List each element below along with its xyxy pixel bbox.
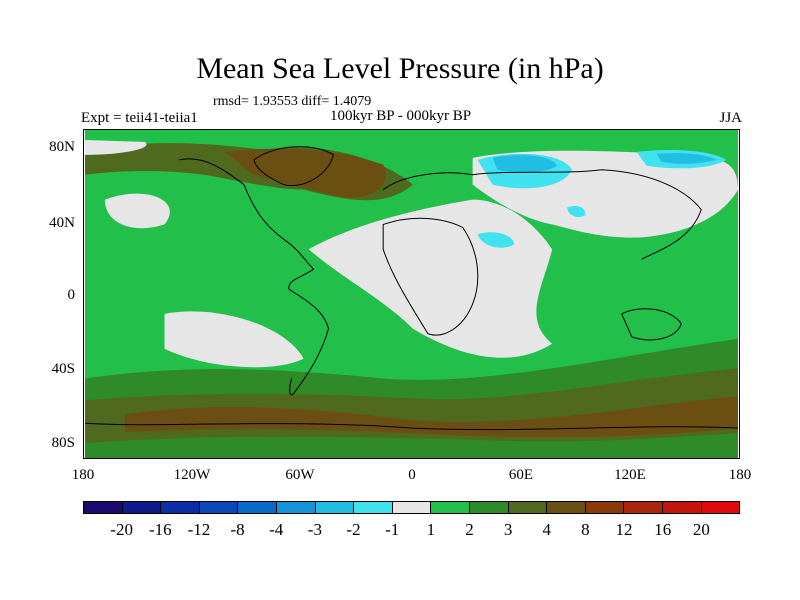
period-label: 100kyr BP - 000kyr BP [330, 108, 472, 124]
colorbar-label: -3 [307, 520, 322, 539]
colorbar [83, 501, 740, 514]
coastlines [84, 146, 739, 431]
colorbar-label: 20 [692, 520, 710, 539]
stats-label: rmsd= 1.93553 diff= 1.4079 [213, 94, 372, 109]
map-title: Mean Sea Level Pressure (in hPa) [196, 52, 604, 85]
colorbar-swatch [276, 502, 316, 513]
colorbar-label: -1 [385, 520, 400, 539]
colorbar-swatch [431, 502, 470, 513]
colorbar-swatch [701, 502, 740, 513]
colorbar-swatch [315, 502, 355, 513]
colorbar-label: 16 [654, 520, 672, 539]
lon-label-180w: 180 [71, 467, 95, 483]
colorbar-swatch [585, 502, 625, 513]
map-frame [83, 129, 740, 459]
colorbar-swatch [624, 502, 663, 513]
colorbar-swatch [547, 502, 586, 513]
coast-antarctica [84, 422, 739, 431]
lon-label-0: 0 [408, 467, 416, 483]
colorbar-label: -20 [110, 520, 133, 539]
lat-label-40s: 40S [51, 361, 75, 377]
experiment-label: Expt = teii41-teiia1 [81, 110, 198, 126]
colorbar-label: 8 [581, 520, 590, 539]
colorbar-label: 12 [615, 520, 633, 539]
antarctic-band [84, 433, 739, 458]
colorbar-swatch [354, 502, 393, 513]
lon-label-180e: 180 [728, 467, 752, 483]
colorbar-label: -2 [346, 520, 361, 539]
lon-label-60e: 60E [508, 467, 534, 483]
greenland-high [224, 148, 386, 198]
lon-label-120e: 120E [614, 467, 646, 483]
colorbar-label: -12 [187, 520, 211, 539]
colorbar-label: -16 [148, 520, 172, 539]
low-siberia-core [656, 153, 717, 164]
coast-north-america [179, 158, 315, 290]
coast-south-america [288, 288, 330, 396]
colorbar-swatch [238, 502, 277, 513]
colorbar-swatch [84, 502, 123, 513]
colorbar-label: 4 [542, 520, 552, 539]
lat-label-40n: 40N [49, 215, 75, 231]
coast-greenland [253, 146, 335, 187]
coast-australia [621, 308, 682, 341]
colorbar-swatch [122, 502, 162, 513]
colorbar-swatch [161, 502, 200, 513]
colorbar-label: 3 [503, 520, 513, 539]
colorbar-swatch [662, 502, 702, 513]
colorbar-swatch [469, 502, 509, 513]
colorbar-swatch [199, 502, 239, 513]
neutral-south-pacific [164, 311, 304, 368]
season-label: JJA [719, 110, 742, 126]
lat-label-0: 0 [67, 287, 76, 303]
lat-label-80n: 80N [49, 139, 75, 155]
coast-africa [382, 217, 479, 336]
lon-label-120w: 120W [173, 467, 211, 483]
low-mideast [477, 232, 515, 248]
neutral-arctic-west [84, 139, 147, 155]
pressure-map [84, 130, 739, 458]
colorbar-label: -8 [230, 520, 245, 539]
neutral-pacific-north [104, 193, 170, 229]
southern-band-core [124, 396, 739, 438]
lat-label-80s: 80S [51, 435, 75, 451]
low-central-asia [567, 205, 586, 218]
coast-eurasia [382, 169, 702, 260]
colorbar-label: 1 [426, 520, 436, 539]
colorbar-swatch [508, 502, 548, 513]
colorbar-swatch [392, 502, 432, 513]
colorbar-label: -4 [269, 520, 284, 539]
colorbar-label: 2 [465, 520, 474, 539]
low-europe-core [492, 155, 558, 173]
lon-label-60w: 60W [285, 467, 315, 483]
